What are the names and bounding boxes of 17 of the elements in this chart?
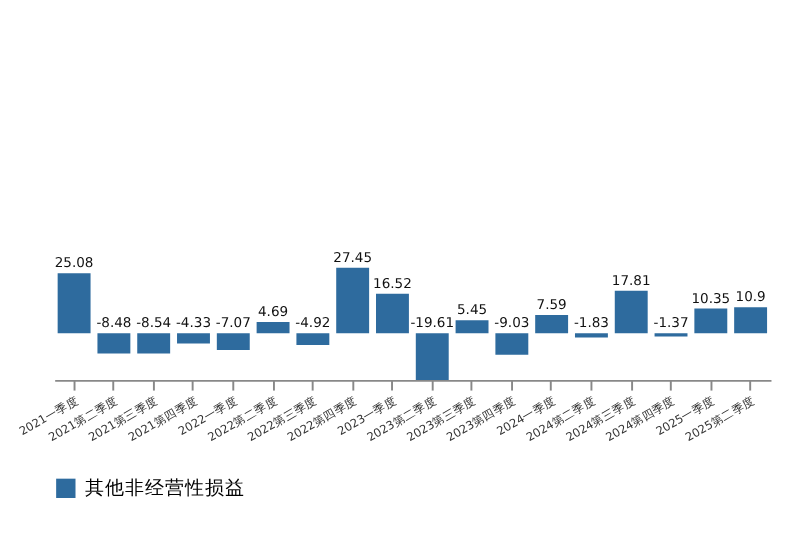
bar (694, 308, 728, 334)
legend-label: 其他非经营性损益 (85, 476, 246, 501)
bar (455, 320, 489, 334)
bar (734, 307, 768, 334)
bar (97, 333, 131, 354)
bar (137, 333, 171, 354)
bar (495, 333, 529, 355)
bar (614, 290, 648, 334)
bar (177, 333, 210, 344)
bar (216, 333, 250, 351)
bar (57, 273, 91, 334)
bar (296, 333, 330, 345)
bar (256, 321, 290, 334)
bar (535, 315, 569, 334)
bar (415, 333, 449, 380)
bar (376, 293, 409, 334)
bar (336, 267, 370, 334)
